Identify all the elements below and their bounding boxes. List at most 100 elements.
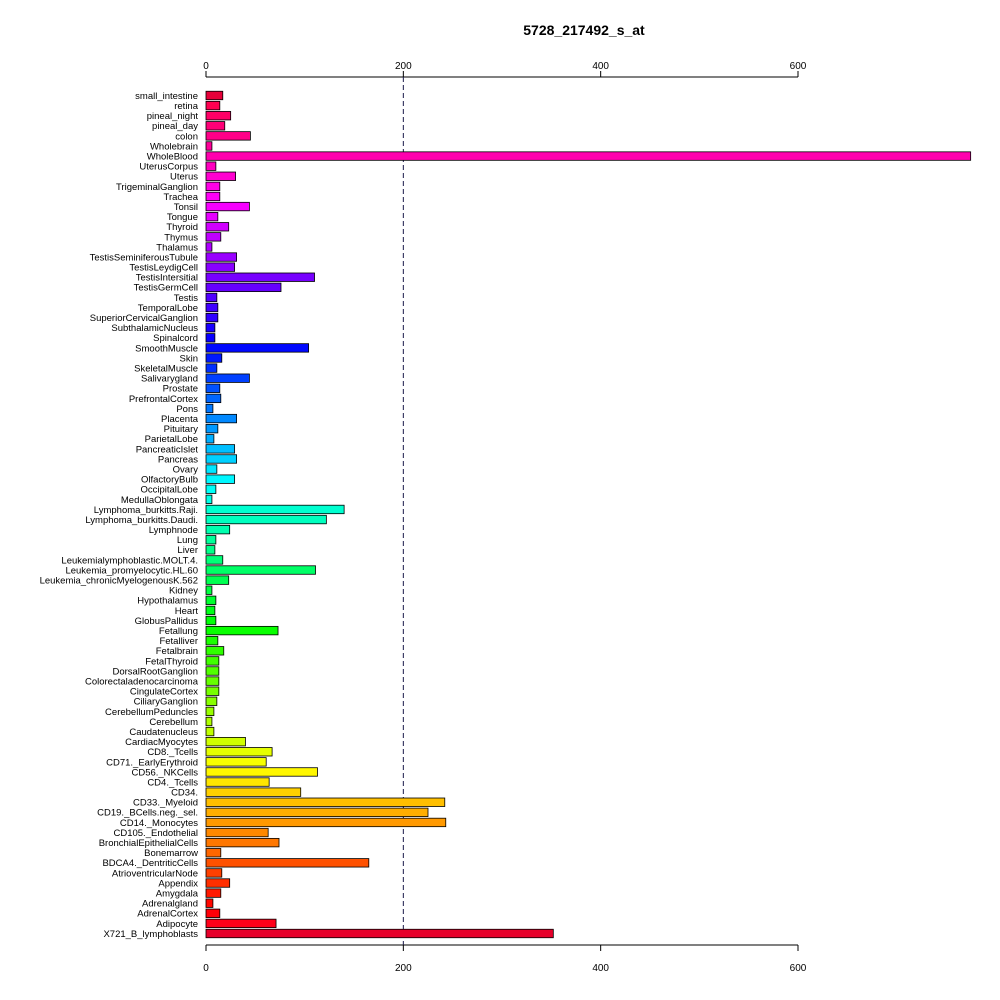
bar [205, 706, 215, 717]
bar [205, 898, 214, 908]
bar [205, 868, 223, 878]
category-label: pineal_day [152, 121, 198, 132]
category-label: PancreaticIslet [136, 444, 199, 455]
bar [205, 201, 250, 212]
category-labels: small_intestineretinapineal_nightpineal_… [40, 91, 199, 940]
category-label: TrigeminalGanglion [116, 182, 198, 193]
bottom-tick-label: 400 [592, 963, 609, 974]
bar [205, 171, 237, 181]
category-label: CiliaryGanglion [134, 697, 198, 708]
bar [205, 181, 221, 192]
bar [205, 312, 219, 323]
category-label: WholeBlood [147, 151, 198, 162]
category-label: small_intestine [135, 91, 198, 102]
category-label: CD33._Myeloid [133, 798, 198, 809]
category-label: FetalThyroid [145, 656, 198, 667]
category-label: Caudatenucleus [129, 727, 198, 738]
category-label: DorsalRootGanglion [112, 666, 198, 677]
bar [205, 656, 220, 666]
bar [205, 928, 554, 939]
bar [205, 363, 218, 373]
bar [205, 888, 222, 898]
category-label: OlfactoryBulb [141, 475, 198, 486]
category-label: Wholebrain [150, 141, 198, 152]
category-label: Skin [180, 353, 198, 364]
category-label: SkeletalMuscle [134, 364, 198, 375]
bar [205, 797, 446, 807]
bar [205, 918, 277, 929]
category-label: Hypothalamus [137, 596, 198, 607]
bar [205, 504, 345, 515]
bar [205, 424, 219, 434]
bar [205, 131, 251, 141]
bar [205, 575, 230, 585]
category-label: BDCA4._DentriticCells [102, 858, 198, 869]
bar [205, 767, 318, 777]
bar [205, 878, 231, 888]
category-label: TestisGermCell [134, 283, 198, 294]
category-label: pineal_night [147, 111, 199, 122]
bar [205, 262, 236, 272]
bar [205, 434, 215, 444]
category-label: retina [174, 101, 198, 112]
bar [205, 161, 217, 171]
category-label: Testis [174, 293, 199, 304]
category-label: AdrenalCortex [137, 909, 198, 920]
category-label: PrefrontalCortex [129, 394, 198, 405]
bar [205, 636, 219, 646]
category-label: CD14._Monocytes [120, 818, 198, 829]
bar [205, 757, 267, 767]
bar [205, 212, 219, 222]
category-label: Pons [176, 404, 198, 415]
bar [205, 827, 269, 838]
category-label: Fetallung [159, 626, 198, 637]
category-label: CingulateCortex [130, 687, 198, 698]
bar [205, 676, 220, 686]
category-label: CD34. [171, 788, 198, 799]
bar [205, 232, 222, 242]
category-label: MedullaOblongata [121, 495, 199, 506]
bar [205, 383, 221, 393]
chart-title: 5728_217492_s_at [523, 22, 645, 38]
top-tick-label: 600 [790, 61, 807, 72]
bar [205, 605, 216, 616]
bar [205, 686, 220, 696]
bottom-tick-label: 200 [395, 963, 412, 974]
category-label: CD105._Endothelial [113, 828, 198, 839]
bar [205, 242, 213, 252]
category-label: colon [175, 131, 198, 142]
bar [205, 100, 221, 111]
bars-group [205, 90, 972, 939]
category-label: SmoothMuscle [135, 343, 198, 354]
bar [205, 787, 302, 797]
top-tick-label: 400 [592, 61, 609, 72]
bar [205, 444, 236, 454]
category-label: TestisIntersitial [136, 273, 198, 284]
category-label: Ovary [173, 464, 199, 475]
bar [205, 454, 237, 464]
category-label: Fetalliver [159, 636, 198, 647]
category-label: AtrioventricularNode [112, 868, 198, 879]
category-label: TestisSeminiferousTubule [90, 252, 198, 263]
category-label: Salivarygland [141, 374, 198, 385]
bar [205, 807, 429, 817]
bar [205, 272, 315, 282]
category-label: Uterus [170, 172, 198, 183]
bar [205, 696, 218, 706]
bar [205, 858, 370, 868]
category-label: Leukemialymphoblastic.MOLT.4. [61, 555, 198, 566]
bar [205, 252, 237, 262]
category-label: ParietalLobe [145, 434, 198, 445]
bar [205, 747, 273, 757]
category-label: TestisLeydigCell [129, 263, 198, 274]
bar [205, 494, 213, 504]
bar [205, 413, 237, 424]
bar [205, 292, 218, 303]
category-label: CD56._NKCells [131, 767, 198, 778]
category-label: Adrenalgland [142, 899, 198, 910]
category-label: CD4._Tcells [147, 777, 198, 788]
bar [205, 726, 215, 737]
bar [205, 585, 213, 595]
bar [205, 323, 216, 333]
